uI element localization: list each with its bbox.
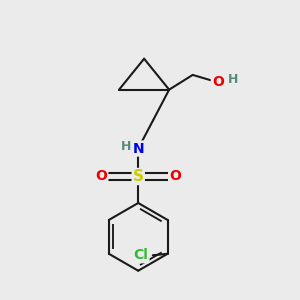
Text: H: H — [121, 140, 131, 153]
Text: N: N — [132, 142, 144, 155]
Text: O: O — [212, 75, 224, 89]
Text: S: S — [133, 169, 144, 184]
Text: O: O — [95, 169, 107, 184]
Text: H: H — [228, 74, 238, 86]
Text: O: O — [169, 169, 181, 184]
Text: Cl: Cl — [134, 248, 148, 262]
